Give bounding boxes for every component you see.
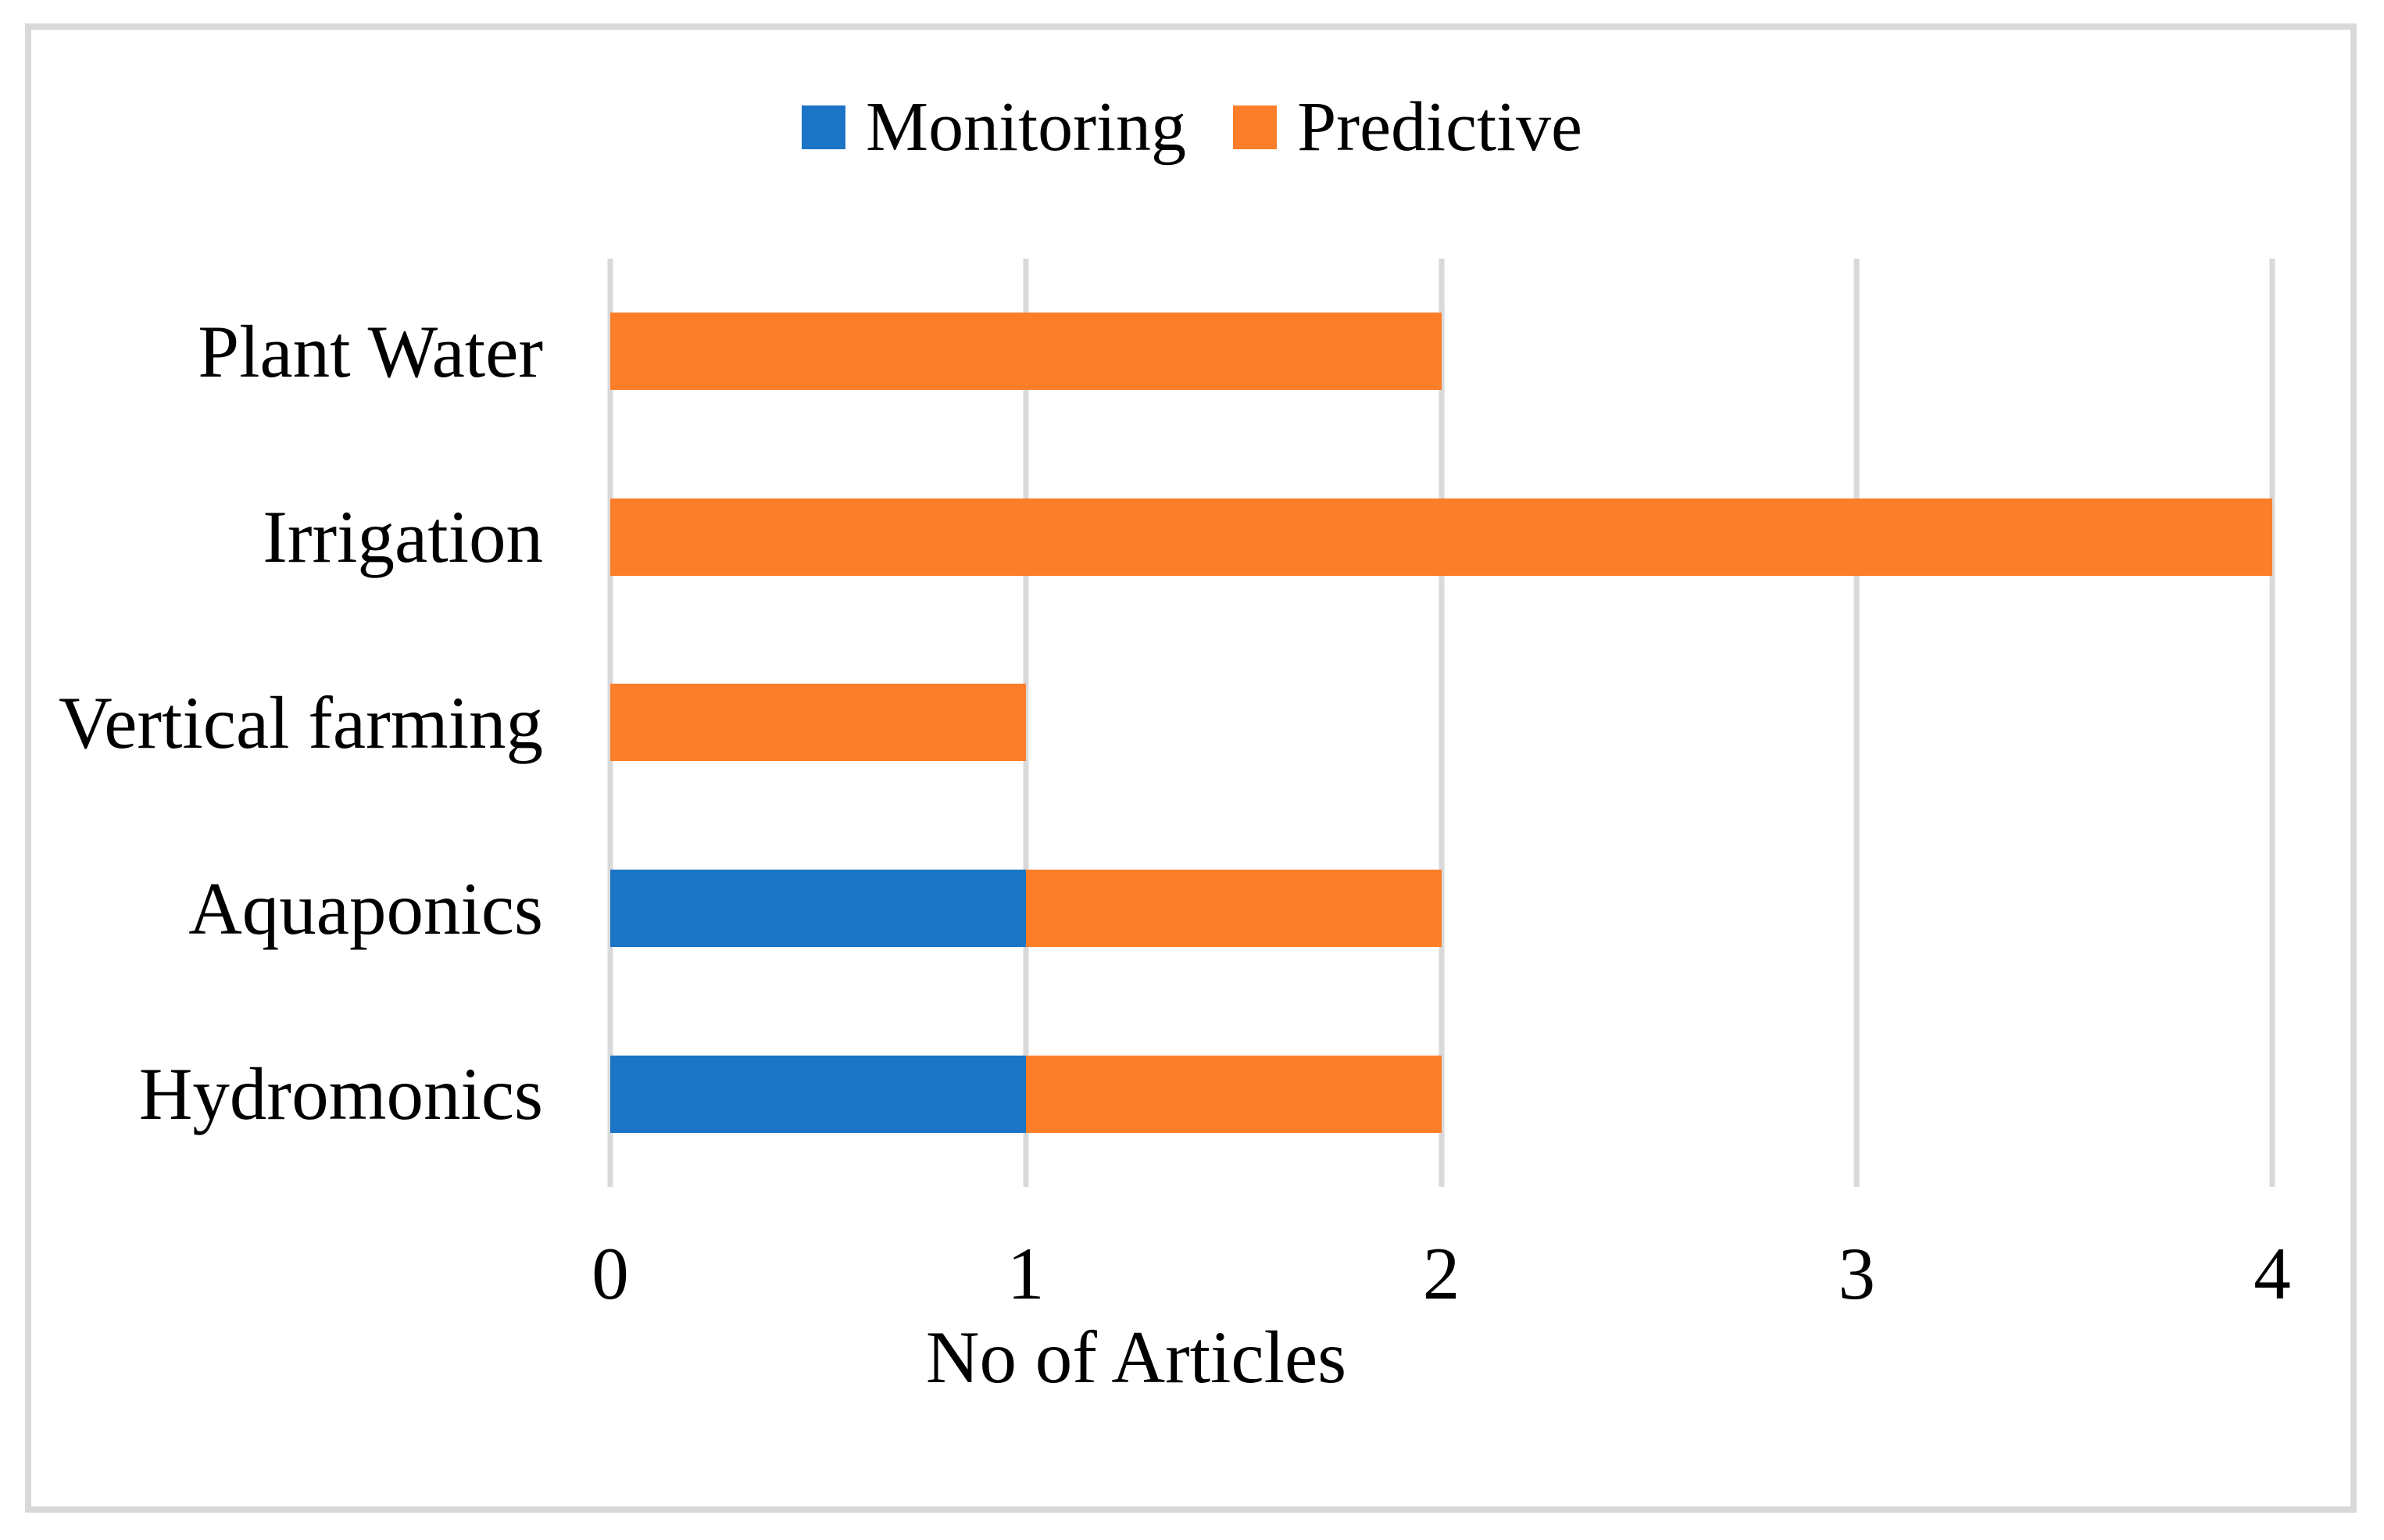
- x-tick-label-3: 3: [1838, 1232, 1876, 1315]
- bar-segment-predictive: [610, 498, 2272, 576]
- bar-segment-predictive: [610, 313, 1442, 391]
- plot-area: [607, 259, 2275, 1187]
- bar-segment-predictive: [1025, 1055, 1442, 1133]
- bar-track: [610, 313, 2272, 391]
- legend-label-monitoring: Monitoring: [866, 88, 1187, 166]
- bar-segment-predictive: [610, 684, 1026, 762]
- legend-item-predictive: Predictive: [1233, 92, 1582, 163]
- figure-frame: [25, 23, 2357, 1513]
- chart-legend: Monitoring Predictive: [0, 92, 2384, 163]
- bar-row-aquaponics: [610, 816, 2272, 1002]
- x-tick-label-0: 0: [592, 1232, 629, 1315]
- legend-label-predictive: Predictive: [1297, 88, 1582, 166]
- category-label-plant-water: Plant Water: [198, 309, 543, 393]
- x-tick-label-2: 2: [1422, 1232, 1460, 1315]
- bar-track: [610, 684, 2272, 762]
- gridline: [1023, 259, 1029, 1187]
- bar-track: [610, 870, 2272, 948]
- monitoring-swatch-icon: [802, 105, 846, 149]
- category-label-irrigation: Irrigation: [263, 495, 543, 579]
- x-tick-label-1: 1: [1007, 1232, 1045, 1315]
- bar-row-irrigation: [610, 445, 2272, 631]
- gridline: [1439, 259, 1444, 1187]
- bar-segment-monitoring: [610, 1055, 1026, 1133]
- bar-segment-predictive: [1025, 870, 1442, 948]
- category-label-hydromonics: Hydromonics: [138, 1052, 543, 1136]
- bar-row-vertical-farming: [610, 630, 2272, 816]
- bar-track: [610, 498, 2272, 576]
- gridline: [1853, 259, 1860, 1187]
- bar-row-hydromonics: [610, 1001, 2272, 1187]
- x-axis-title: No of Articles: [925, 1316, 1347, 1399]
- bar-segment-monitoring: [610, 870, 1026, 948]
- x-tick-label-4: 4: [2254, 1232, 2291, 1315]
- bar-track: [610, 1055, 2272, 1133]
- legend-item-monitoring: Monitoring: [802, 92, 1186, 163]
- predictive-swatch-icon: [1233, 105, 1278, 149]
- category-label-vertical-farming: Vertical farming: [59, 681, 543, 764]
- gridline: [2269, 259, 2275, 1187]
- bar-row-plant-water: [610, 259, 2272, 445]
- category-label-aquaponics: Aquaponics: [188, 866, 543, 950]
